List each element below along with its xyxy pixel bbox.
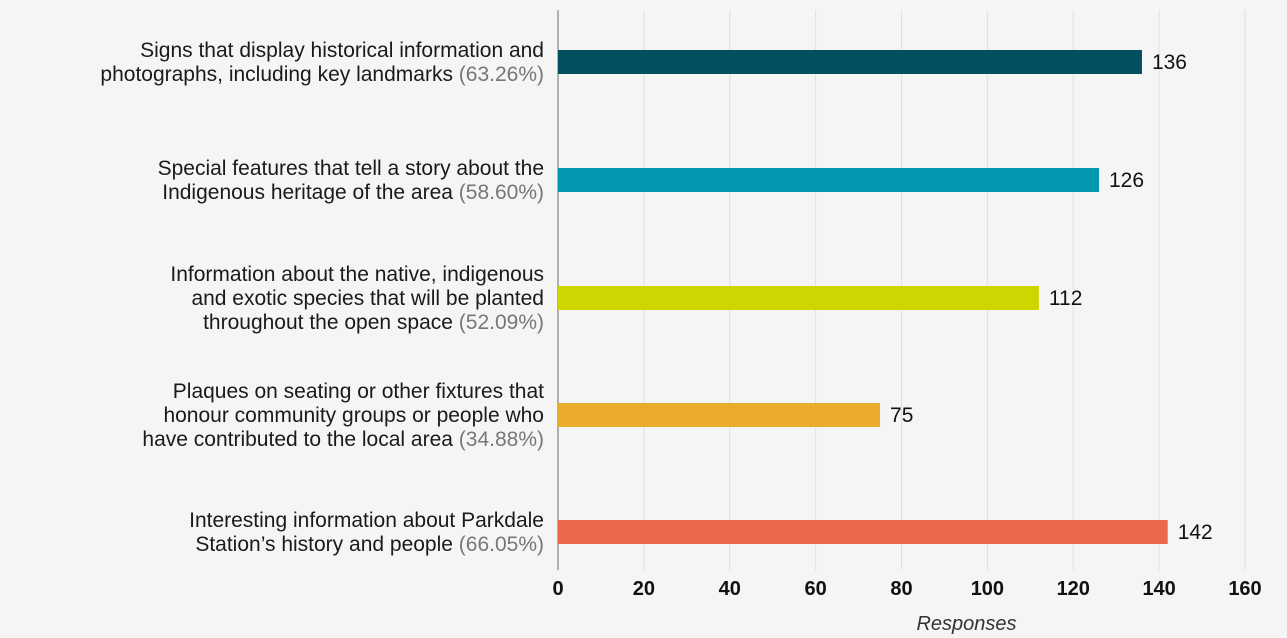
category-label-line: Signs that display historical informatio… (140, 39, 544, 62)
x-tick-label: 140 (1142, 578, 1175, 600)
category-label-line: Special features that tell a story about… (158, 157, 544, 180)
x-axis-ticks: 0 20 40 60 80 100 120 140 160 (552, 578, 1261, 600)
category-labels: Signs that display historical informatio… (100, 39, 544, 556)
bar (558, 286, 1039, 310)
value-label: 112 (1049, 287, 1082, 310)
category-percent: (63.26%) (453, 63, 544, 86)
x-tick-label: 120 (1057, 578, 1090, 600)
category-percent: (34.88%) (453, 428, 544, 451)
category-label: Special features that tell a story about… (158, 157, 544, 204)
category-label-line: throughout the open space (203, 311, 453, 334)
category-label-line: and exotic species that will be planted (191, 287, 544, 310)
category-label-line: photographs, including key landmarks (100, 63, 453, 86)
bar (558, 403, 881, 427)
bar (558, 168, 1100, 192)
category-label: Information about the native, indigenous… (170, 263, 544, 334)
bar (558, 520, 1168, 544)
category-label: Interesting information about Parkdale St… (189, 509, 544, 556)
category-percent: (66.05%) (453, 533, 544, 556)
value-labels: 136 126 112 75 142 (890, 51, 1213, 544)
bar (558, 50, 1142, 74)
value-label: 75 (890, 404, 913, 427)
category-label-line: Interesting information about Parkdale (189, 509, 544, 532)
x-tick-label: 0 (552, 578, 563, 600)
x-tick-label: 20 (633, 578, 655, 600)
category-label: Plaques on seating or other fixtures tha… (142, 380, 544, 451)
value-label: 136 (1152, 51, 1187, 74)
x-tick-label: 60 (805, 578, 827, 600)
category-percent: (58.60%) (453, 181, 544, 204)
value-label: 126 (1109, 169, 1144, 192)
x-tick-label: 40 (719, 578, 741, 600)
category-label-line: Plaques on seating or other fixtures tha… (173, 380, 544, 403)
category-label: Signs that display historical informatio… (100, 39, 544, 86)
x-tick-label: 80 (890, 578, 912, 600)
category-percent: (52.09%) (453, 311, 544, 334)
category-label-line: Station’s history and people (195, 533, 453, 556)
value-label: 142 (1178, 521, 1213, 544)
x-tick-label: 100 (971, 578, 1004, 600)
category-label-line: have contributed to the local area (142, 428, 453, 451)
bars (558, 50, 1168, 544)
category-label-line: Indigenous heritage of the area (162, 181, 453, 204)
x-axis-title: Responses (916, 613, 1016, 635)
x-tick-label: 160 (1228, 578, 1261, 600)
category-label-line: honour community groups or people who (163, 404, 544, 427)
category-label-line: Information about the native, indigenous (170, 263, 544, 286)
